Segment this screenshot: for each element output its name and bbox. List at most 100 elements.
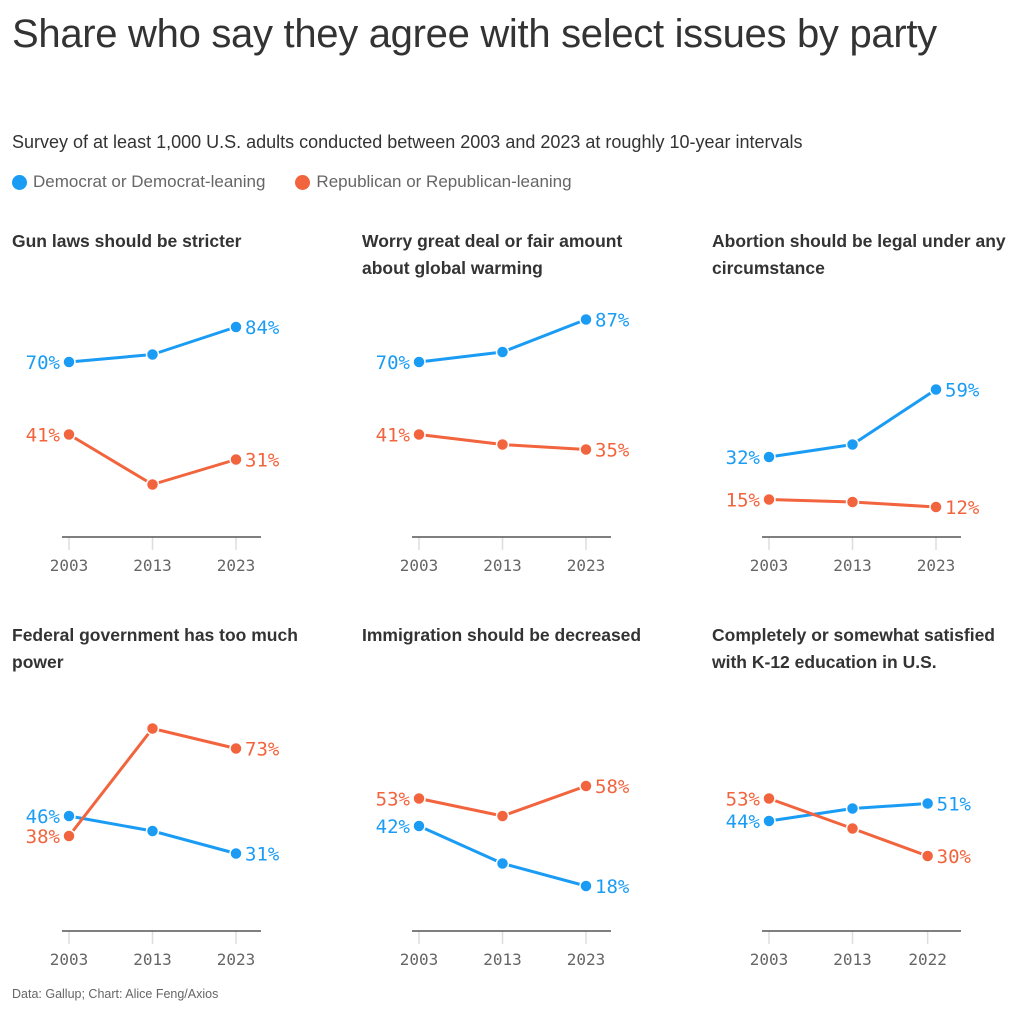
data-point [845,495,860,509]
panel-chart: 2003 2013 2023 46% 31% 38% 73% [26,721,280,969]
x-tick-label: 2013 [483,950,522,969]
panel-title: Federal government has too much power [12,625,298,672]
x-tick-label: 2023 [217,556,256,575]
data-label: 32% [726,447,761,469]
data-point [412,819,426,833]
data-point [62,355,76,369]
data-point [762,814,776,828]
x-tick-label: 2013 [133,950,172,969]
data-point [495,856,510,871]
panel-title: Worry great deal or fair amount about gl… [362,231,623,278]
panel-chart: 2003 2013 2022 44% 51% 53% 30% [726,789,972,970]
data-point [845,801,860,816]
data-point [762,791,776,806]
series-line [68,433,237,486]
data-point [579,879,593,893]
x-tick-label: 2022 [908,950,947,969]
data-label: 53% [376,789,411,811]
series-line [418,824,587,888]
data-point [929,382,943,397]
data-label: 53% [726,789,761,811]
data-point [412,791,426,806]
panel-title: Abortion should be legal under any circu… [712,231,1006,278]
data-point [579,442,593,457]
data-point [145,824,160,838]
x-tick-label: 2013 [833,556,872,575]
x-tick-label: 2003 [50,950,89,969]
x-tick-label: 2023 [567,950,606,969]
panel-federal-government: Federal government has too much power 20… [12,622,352,1002]
legend: Democrat or Democrat-leaning Republican … [12,172,572,192]
data-label: 31% [245,450,280,472]
data-point [62,829,76,843]
x-tick-label: 2013 [483,556,522,575]
panel-title: Completely or somewhat satisfied with K-… [712,625,995,672]
data-label: 15% [726,490,761,512]
data-point [762,492,776,507]
panel-chart: 2003 2013 2023 42% 18% 53% 58% [376,776,630,969]
data-point [495,345,510,359]
data-point [412,355,426,369]
panel-chart: 2003 2013 2023 70% 84% 41% 31% [26,317,280,575]
data-point [845,821,860,836]
data-point [495,809,510,823]
data-point [62,427,76,442]
data-point [229,846,243,861]
x-tick-label: 2003 [400,950,439,969]
chart-subtitle: Survey of at least 1,000 U.S. adults con… [12,132,803,152]
x-tick-label: 2023 [217,950,256,969]
data-label: 73% [245,739,280,761]
panel-abortion: Abortion should be legal under any circu… [712,228,1024,608]
data-point [145,721,160,736]
data-point [579,312,593,327]
data-label: 38% [26,826,61,848]
data-point [229,452,243,467]
data-point [62,809,76,823]
legend-item-democrat: Democrat or Democrat-leaning [12,172,265,192]
panel-title: Immigration should be decreased [362,625,642,645]
data-point [920,796,935,811]
data-point [495,437,510,452]
data-label: 46% [26,806,61,828]
legend-label-democrat: Democrat or Democrat-leaning [33,172,266,191]
data-label: 84% [245,317,280,339]
x-tick-label: 2003 [400,556,439,575]
data-point [929,500,943,514]
x-tick-label: 2023 [567,556,606,575]
panel-title: Gun laws should be stricter [12,231,242,251]
data-label: 30% [937,846,972,868]
data-label: 70% [26,352,61,374]
source-note: Data: Gallup; Chart: Alice Feng/Axios [12,987,219,1001]
data-point [579,779,593,793]
data-point [145,347,160,362]
panel-global-warming: Worry great deal or fair amount about gl… [362,228,702,608]
data-label: 70% [376,352,411,374]
x-tick-label: 2013 [133,556,172,575]
x-tick-label: 2013 [833,950,872,969]
democrat-dot-icon [12,174,27,190]
data-point [412,427,426,442]
data-point [762,450,776,464]
data-label: 87% [595,310,630,332]
panel-chart: 2003 2013 2023 32% 59% 15% 12% [726,380,980,576]
data-label: 12% [945,497,980,519]
data-point [229,741,243,756]
data-label: 58% [595,776,630,798]
data-label: 51% [937,794,972,816]
data-label: 18% [595,876,630,898]
data-label: 59% [945,380,980,402]
data-point [920,849,935,863]
panel-education: Completely or somewhat satisfied with K-… [712,622,1024,1002]
panel-gun-laws: Gun laws should be stricter 2003 2013 2023… [12,228,352,608]
panel-immigration: Immigration should be decreased 2003 2013… [362,622,702,1002]
data-label: 35% [595,440,630,462]
republican-dot-icon [295,174,311,190]
data-point [145,477,160,492]
x-tick-label: 2003 [50,556,89,575]
x-tick-label: 2003 [750,950,789,969]
data-label: 31% [245,844,280,866]
chart-title: Share who say they agree with select iss… [12,12,937,56]
legend-label-republican: Republican or Republican-leaning [316,172,572,191]
legend-item-republican: Republican or Republican-leaning [295,172,572,192]
data-label: 41% [376,425,411,447]
